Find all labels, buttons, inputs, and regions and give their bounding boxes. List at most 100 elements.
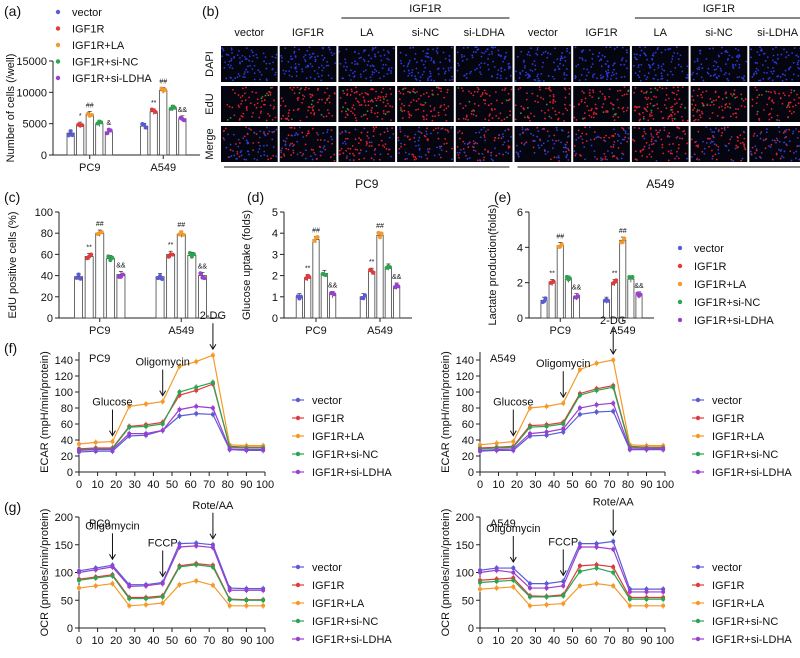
cell-dot	[787, 116, 790, 118]
cell-dot	[741, 141, 744, 144]
cell-dot	[236, 150, 239, 153]
cell-dot	[545, 87, 547, 90]
data-point	[182, 118, 187, 123]
x-tick-label: 50	[566, 479, 578, 491]
data-point	[644, 603, 649, 608]
cell-dot	[509, 110, 511, 113]
cell-dot	[471, 110, 473, 113]
cell-dot	[771, 59, 774, 62]
cell-dot	[708, 117, 711, 120]
cell-dot	[778, 130, 781, 133]
cell-dot	[791, 132, 794, 135]
cell-dot	[271, 67, 274, 70]
cell-dot	[333, 153, 336, 156]
significance-mark: &&	[634, 283, 644, 290]
cell-dot	[598, 52, 601, 54]
cell-dot	[653, 95, 655, 98]
cell-dot	[347, 147, 350, 150]
cell-dot	[436, 132, 439, 134]
cell-dot	[376, 115, 379, 118]
cell-dot	[754, 61, 757, 64]
cell-dot	[399, 126, 401, 128]
cell-dot	[415, 61, 418, 64]
cell-dot	[351, 90, 353, 93]
cell-dot	[520, 105, 523, 108]
cell-dot	[665, 87, 668, 90]
cell-dot	[362, 58, 365, 61]
data-point	[108, 128, 113, 133]
cell-dot	[463, 151, 466, 154]
legend-item: IGF1R+si-LDHA	[72, 73, 152, 85]
cell-dot	[354, 63, 357, 66]
cell-dot	[612, 134, 615, 137]
cell-dot	[375, 126, 378, 129]
cell-dot	[291, 89, 294, 91]
cell-dot	[782, 131, 785, 134]
cell-dot	[717, 65, 720, 68]
data-point	[611, 358, 616, 362]
cell-dot	[255, 91, 257, 94]
cell-dot	[483, 52, 485, 55]
cell-dot	[504, 129, 507, 132]
cell-dot	[686, 119, 689, 122]
cell-dot	[420, 132, 423, 135]
cell-dot	[221, 55, 223, 58]
cell-dot	[563, 103, 566, 106]
data-point	[376, 230, 381, 235]
cell-dot	[555, 126, 558, 129]
cell-dot	[648, 153, 651, 156]
cell-dot	[465, 73, 468, 75]
cell-dot	[293, 50, 296, 53]
cell-dot	[715, 76, 718, 79]
series-line	[479, 582, 664, 607]
cell-dot	[328, 48, 331, 51]
cell-dot	[403, 104, 406, 107]
cell-dot	[242, 112, 245, 115]
cell-dot	[245, 68, 248, 71]
cell-dot	[343, 140, 346, 143]
cell-dot	[253, 78, 256, 81]
cell-dot	[345, 69, 347, 72]
cell-dot	[792, 61, 795, 64]
cell-dot	[371, 73, 374, 76]
legend-item: IGF1R	[712, 413, 744, 425]
cell-dot	[481, 92, 484, 94]
cell-dot	[696, 94, 699, 97]
cell-dot	[382, 110, 385, 112]
legend-item: IGF1R+si-NC	[312, 449, 378, 461]
cell-dot	[638, 112, 641, 115]
cell-dot	[375, 90, 377, 93]
cell-dot	[742, 99, 745, 102]
data-point	[177, 364, 182, 369]
cell-dot	[354, 86, 357, 89]
cell-dot	[709, 98, 712, 100]
cell-dot	[736, 54, 739, 57]
cell-dot	[585, 140, 588, 143]
cell-dot	[426, 157, 429, 160]
cell-dot	[233, 154, 236, 157]
data-point	[511, 584, 516, 589]
cell-dot	[328, 101, 331, 104]
cell-dot	[266, 79, 268, 82]
cell-dot	[557, 65, 559, 68]
cell-dot	[547, 109, 550, 112]
cell-dot	[265, 78, 268, 80]
cell-dot	[369, 88, 372, 91]
y-tick-label: 150	[456, 540, 474, 552]
cell-dot	[651, 150, 654, 153]
bar	[320, 273, 328, 319]
legend-item: IGF1R+LA	[712, 431, 765, 443]
cell-dot	[639, 54, 642, 57]
cell-dot	[288, 74, 291, 77]
cell-dot	[607, 66, 610, 69]
cell-dot	[592, 91, 595, 94]
cell-dot	[705, 90, 708, 93]
cell-dot	[691, 155, 693, 158]
cell-dot	[740, 104, 743, 107]
x-tick-label: 10	[492, 635, 504, 647]
cell-dot	[256, 56, 259, 59]
data-point	[160, 276, 165, 281]
cell-dot	[690, 138, 693, 141]
cell-dot	[675, 46, 678, 48]
cell-dot	[679, 106, 682, 108]
